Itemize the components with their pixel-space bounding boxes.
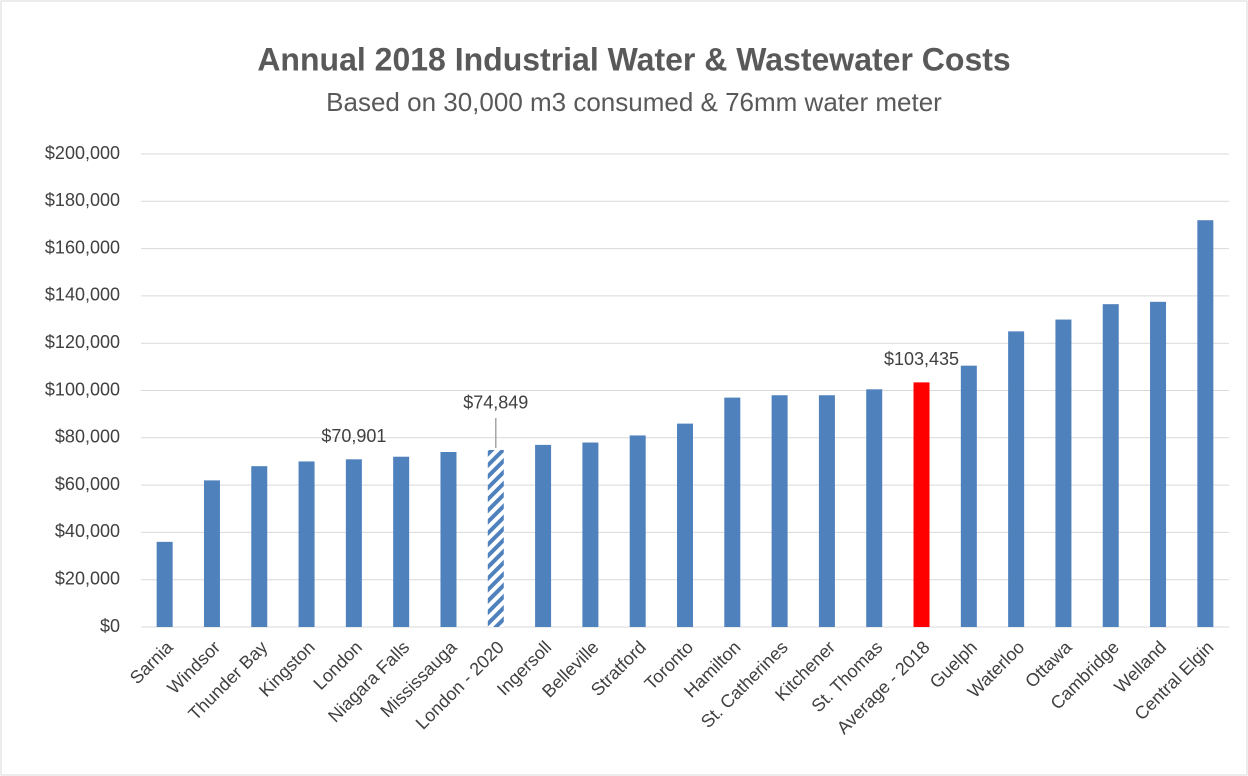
bar: [818, 395, 835, 627]
bar: [960, 365, 977, 627]
y-tick-label: $140,000: [45, 285, 120, 305]
y-tick-label: $160,000: [45, 237, 120, 257]
bar: [1102, 304, 1119, 627]
bar: [677, 423, 693, 627]
y-tick-label: $180,000: [45, 190, 120, 210]
chart-title: Annual 2018 Industrial Water & Wastewate…: [257, 41, 1010, 77]
bar: [251, 466, 268, 627]
bar: [913, 382, 930, 627]
bar: [1197, 220, 1214, 627]
y-tick-label: $40,000: [55, 521, 120, 541]
data-label: $70,901: [321, 426, 386, 446]
bar: [440, 451, 457, 627]
y-tick-label: $20,000: [55, 568, 120, 588]
chart-subtitle: Based on 30,000 m3 consumed & 76mm water…: [326, 87, 942, 117]
bar: [203, 480, 220, 627]
bar: [866, 389, 883, 627]
y-tick-label: $80,000: [55, 427, 120, 447]
bar: [771, 395, 788, 627]
bar: [487, 449, 504, 627]
y-tick-label: $0: [100, 616, 120, 636]
y-tick-label: $60,000: [55, 474, 120, 494]
bar: [1008, 331, 1025, 627]
bar: [724, 397, 741, 627]
bar: [393, 456, 410, 627]
bar: [629, 435, 646, 627]
bar: [156, 541, 173, 627]
y-tick-label: $200,000: [45, 143, 120, 163]
bar: [1055, 319, 1072, 627]
bar: [345, 459, 362, 627]
data-label: $103,435: [884, 349, 959, 369]
y-tick-label: $120,000: [45, 332, 120, 352]
bar: [582, 442, 599, 627]
y-tick-label: $100,000: [45, 379, 120, 399]
bar: [1150, 301, 1167, 627]
bar: [298, 461, 315, 627]
bar: [535, 444, 552, 627]
data-label: $74,849: [463, 393, 528, 413]
